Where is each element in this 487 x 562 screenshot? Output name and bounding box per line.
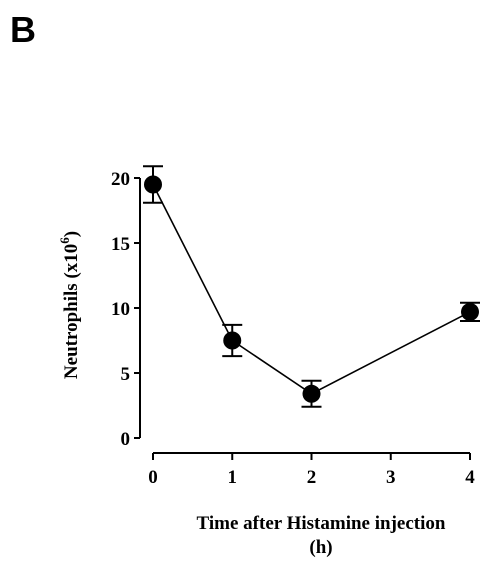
x-tick-label: 0 (148, 467, 158, 488)
x-axis-title: Time after Histamine injection (197, 513, 446, 534)
series-line (152, 184, 471, 395)
x-axis-title-line2: (h) (309, 537, 332, 558)
y-ticks: 0 5 10 15 20 (111, 169, 140, 450)
y-tick-label: 15 (111, 234, 130, 255)
y-axis-title-end: ) (61, 231, 82, 237)
y-tick-label: 0 (121, 429, 131, 450)
data-point (302, 384, 321, 403)
data-point (461, 302, 479, 321)
y-tick-label: 10 (111, 299, 130, 320)
y-axis-title: Neutrophils (x106) (57, 231, 82, 379)
x-ticks: 0 1 2 3 4 (148, 453, 475, 488)
data-point (144, 175, 162, 194)
x-tick-label: 2 (307, 467, 317, 488)
y-tick-label: 20 (111, 169, 130, 190)
plot-area (143, 165, 480, 408)
y-tick-label: 5 (121, 364, 131, 385)
y-axis-title-main: Neutrophils (x10 (61, 244, 82, 379)
axes (139, 178, 470, 454)
x-tick-label: 3 (386, 467, 396, 488)
y-axis-title-superscript: 6 (57, 237, 72, 244)
x-tick-label: 4 (465, 467, 475, 488)
data-point (223, 331, 242, 350)
panel-label: B (10, 9, 36, 50)
x-tick-label: 1 (228, 467, 238, 488)
